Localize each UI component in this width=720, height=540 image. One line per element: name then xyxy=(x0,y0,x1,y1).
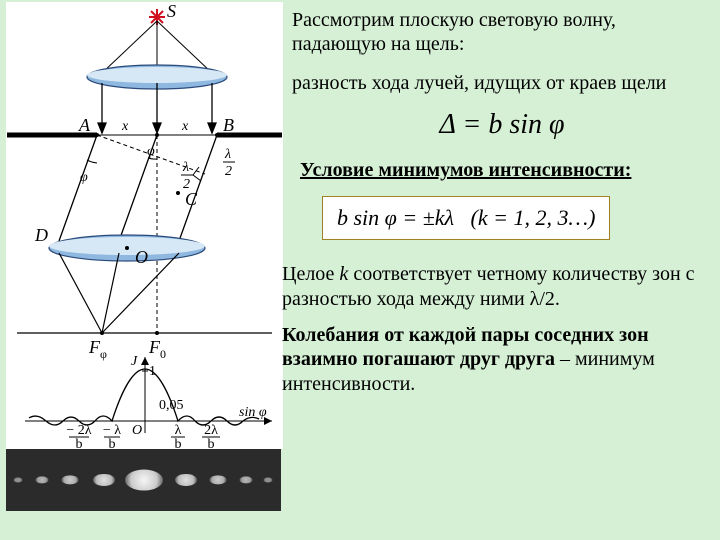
diffraction-spot xyxy=(62,475,79,484)
diffraction-spot xyxy=(175,474,197,486)
label-A: A xyxy=(78,115,91,135)
svg-text:λ: λ xyxy=(224,147,231,162)
svg-text:Fφ: Fφ xyxy=(88,337,107,361)
label-phi-center: φ xyxy=(147,144,155,159)
lambda-half-mid: λ 2 xyxy=(181,160,193,192)
svg-text:− λ: − λ xyxy=(103,423,121,438)
diffraction-spot xyxy=(93,474,115,486)
label-x2: x xyxy=(181,119,189,134)
svg-text:b: b xyxy=(208,437,215,448)
svg-text:b: b xyxy=(76,437,83,448)
label-x1: x xyxy=(121,119,129,134)
label-S: S xyxy=(167,3,176,21)
label-C: C xyxy=(185,189,198,209)
diffraction-photo xyxy=(6,449,281,511)
intro-para-2: разность хода лучей, идущих от краев щел… xyxy=(292,71,712,95)
graph-J-label: J xyxy=(131,354,138,369)
diffraction-spot xyxy=(240,476,253,483)
svg-text:O: O xyxy=(132,423,142,438)
formula-path-difference: Δ = b sin φ xyxy=(292,109,712,141)
diffraction-spot xyxy=(264,478,273,483)
label-B: B xyxy=(223,115,234,135)
diffraction-spot xyxy=(210,475,227,484)
svg-text:b: b xyxy=(109,437,116,448)
condition-title: Условие минимумов интенсивности: xyxy=(300,159,712,182)
explanation-cancel: Колебания от каждой пары соседних зон вз… xyxy=(282,323,712,396)
label-phi-left: φ xyxy=(80,170,88,185)
svg-text:− 2λ: − 2λ xyxy=(66,423,91,438)
diffraction-spot xyxy=(125,470,163,491)
svg-text:2: 2 xyxy=(225,164,232,179)
svg-text:λ: λ xyxy=(182,160,189,175)
diffraction-curve xyxy=(29,369,259,425)
lambda-half-right: λ 2 xyxy=(223,147,235,179)
optics-diagram: S A B xyxy=(6,2,283,449)
label-D: D xyxy=(34,225,48,245)
svg-text:λ: λ xyxy=(175,423,182,438)
label-O: O xyxy=(135,247,148,267)
diffraction-spot xyxy=(14,478,23,483)
svg-text:2: 2 xyxy=(183,177,190,192)
svg-text:b: b xyxy=(175,437,182,448)
svg-text:2λ: 2λ xyxy=(204,423,218,438)
svg-text:F0: F0 xyxy=(148,337,166,361)
explanation-k: Целое k соответствует четному количеству… xyxy=(282,262,712,311)
intro-para-1: Рассмотрим плоскую световую волну, падаю… xyxy=(292,8,712,57)
formula-minimum: b sin φ = ±kλ (k = 1, 2, 3…) xyxy=(322,196,610,240)
diffraction-spot xyxy=(36,476,49,483)
